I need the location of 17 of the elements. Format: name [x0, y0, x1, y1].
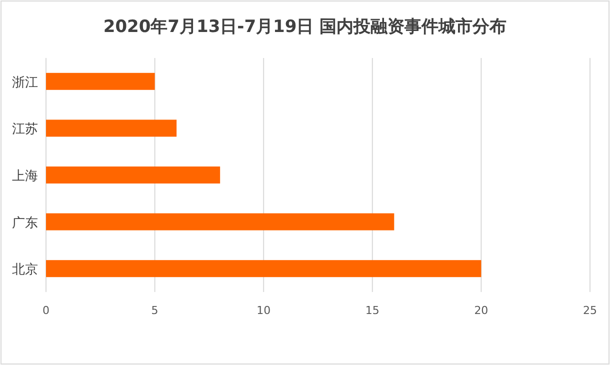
- x-tick-label: 25: [583, 304, 597, 317]
- y-tick-label: 北京: [12, 262, 38, 278]
- bar: [46, 260, 482, 278]
- bar: [46, 120, 177, 137]
- x-tick-label: 10: [256, 304, 271, 317]
- y-tick-label: 江苏: [12, 122, 38, 138]
- bar: [46, 166, 220, 184]
- x-tick-label: 15: [365, 304, 380, 317]
- x-tick-label: 5: [151, 304, 158, 317]
- x-tick-label: 20: [474, 304, 488, 317]
- bar: [46, 213, 394, 230]
- bar: [46, 72, 155, 90]
- y-tick-label: 广东: [12, 216, 38, 231]
- y-tick-label: 浙江: [12, 75, 38, 90]
- chart-title: 2020年7月13日-7月19日 国内投融资事件城市分布: [103, 17, 507, 37]
- x-tick-label: 0: [42, 304, 50, 317]
- y-tick-label: 上海: [12, 169, 38, 184]
